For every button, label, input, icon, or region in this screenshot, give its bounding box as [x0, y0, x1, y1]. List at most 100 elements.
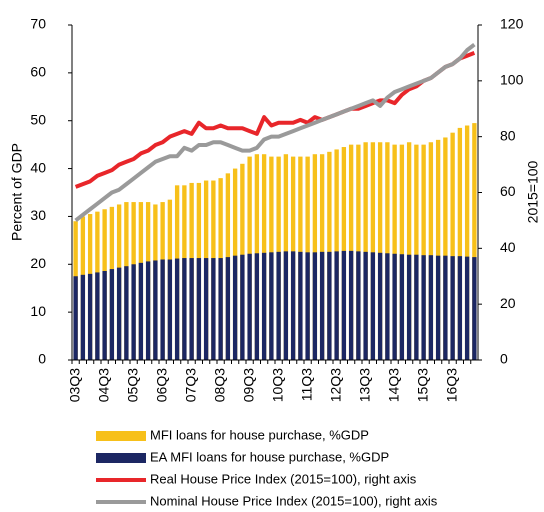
line: [74, 51, 476, 189]
bar: [102, 270, 107, 360]
x-tick-label: 11Q3: [298, 368, 314, 401]
bar: [290, 251, 296, 360]
legend-label: Nominal House Price Index (2015=100), ri…: [150, 493, 438, 508]
y2-tick-label: 20: [500, 295, 516, 311]
x-tick-label: 14Q3: [385, 368, 401, 402]
bar: [450, 256, 455, 360]
bar: [399, 144, 405, 360]
bar: [414, 254, 419, 360]
y-tick-label: 10: [30, 303, 46, 319]
bar: [472, 123, 477, 360]
y2-tick-label: 40: [500, 239, 516, 255]
bar: [174, 258, 180, 360]
bar: [377, 252, 383, 360]
y2-tick-label: 100: [500, 72, 524, 88]
legend-swatch: [96, 431, 146, 441]
bar: [182, 258, 187, 360]
bar: [218, 258, 223, 360]
bar: [356, 251, 361, 360]
y-tick-label: 30: [30, 207, 46, 223]
bar: [189, 258, 194, 360]
bar: [73, 276, 78, 360]
bar: [225, 257, 231, 360]
bar: [312, 252, 318, 360]
bar: [80, 274, 86, 360]
bar: [385, 253, 390, 360]
bar: [443, 137, 448, 360]
bar: [116, 267, 122, 360]
legend-label: MFI loans for house purchase, %GDP: [150, 427, 369, 442]
bar: [377, 142, 383, 360]
bar: [196, 258, 202, 360]
bar: [472, 257, 477, 360]
legend-swatch: [96, 453, 146, 463]
y-tick-label: 20: [30, 255, 46, 271]
bar: [435, 139, 441, 360]
bar: [276, 251, 281, 360]
bar: [269, 252, 274, 360]
bar: [406, 142, 412, 360]
bar: [457, 256, 463, 360]
bar: [240, 254, 245, 360]
bar: [392, 144, 397, 360]
bar: [95, 272, 100, 360]
bar: [334, 251, 339, 360]
bar: [203, 258, 209, 360]
bar: [145, 261, 151, 360]
bar: [138, 262, 144, 360]
bar: [298, 251, 303, 360]
bar: [160, 259, 165, 360]
x-tick-label: 12Q3: [327, 368, 343, 402]
bar: [450, 132, 455, 360]
bar: [87, 273, 93, 360]
y-tick-label: 60: [30, 64, 46, 80]
bar: [232, 255, 238, 360]
y-axis-title: Percent of GDP: [9, 143, 25, 241]
bar: [414, 144, 419, 360]
y-tick-label: 70: [30, 16, 46, 32]
bar: [363, 142, 368, 360]
bar: [254, 253, 260, 360]
bar: [305, 252, 310, 360]
bar: [370, 142, 376, 360]
bar: [348, 250, 354, 360]
bar: [399, 254, 405, 360]
x-tick-label: 15Q3: [414, 368, 430, 402]
bar: [363, 251, 368, 360]
bar: [341, 250, 347, 360]
x-tick-label: 10Q3: [269, 368, 285, 402]
bar: [370, 252, 376, 360]
y2-tick-label: 80: [500, 127, 516, 143]
bar: [457, 127, 463, 361]
bar: [153, 260, 158, 360]
legend-label: Real House Price Index (2015=100), right…: [150, 471, 417, 486]
bar: [247, 253, 252, 360]
bar: [319, 251, 325, 360]
bar: [421, 144, 426, 360]
x-tick-label: 16Q3: [443, 368, 459, 402]
y-tick-label: 0: [38, 351, 46, 367]
x-tick-label: 05Q3: [124, 368, 140, 402]
bar: [421, 255, 426, 360]
bar: [109, 269, 115, 360]
bar: [167, 259, 173, 360]
x-tick-label: 13Q3: [356, 368, 372, 402]
bar: [131, 264, 136, 360]
bar: [211, 258, 216, 360]
bar: [464, 125, 470, 360]
y2-tick-label: 60: [500, 183, 516, 199]
legend-label: EA MFI loans for house purchase, %GDP: [150, 449, 389, 464]
y2-tick-label: 120: [500, 16, 524, 32]
x-tick-label: 08Q3: [211, 368, 227, 402]
x-tick-label: 09Q3: [240, 368, 256, 402]
y2-tick-label: 0: [500, 351, 508, 367]
bar: [435, 255, 441, 360]
line: [74, 42, 476, 223]
legend: MFI loans for house purchase, %GDP EA MFI…: [96, 427, 438, 508]
bar: [392, 253, 397, 360]
bar: [124, 266, 129, 360]
y-tick-label: 50: [30, 111, 46, 127]
bar: [327, 251, 332, 360]
